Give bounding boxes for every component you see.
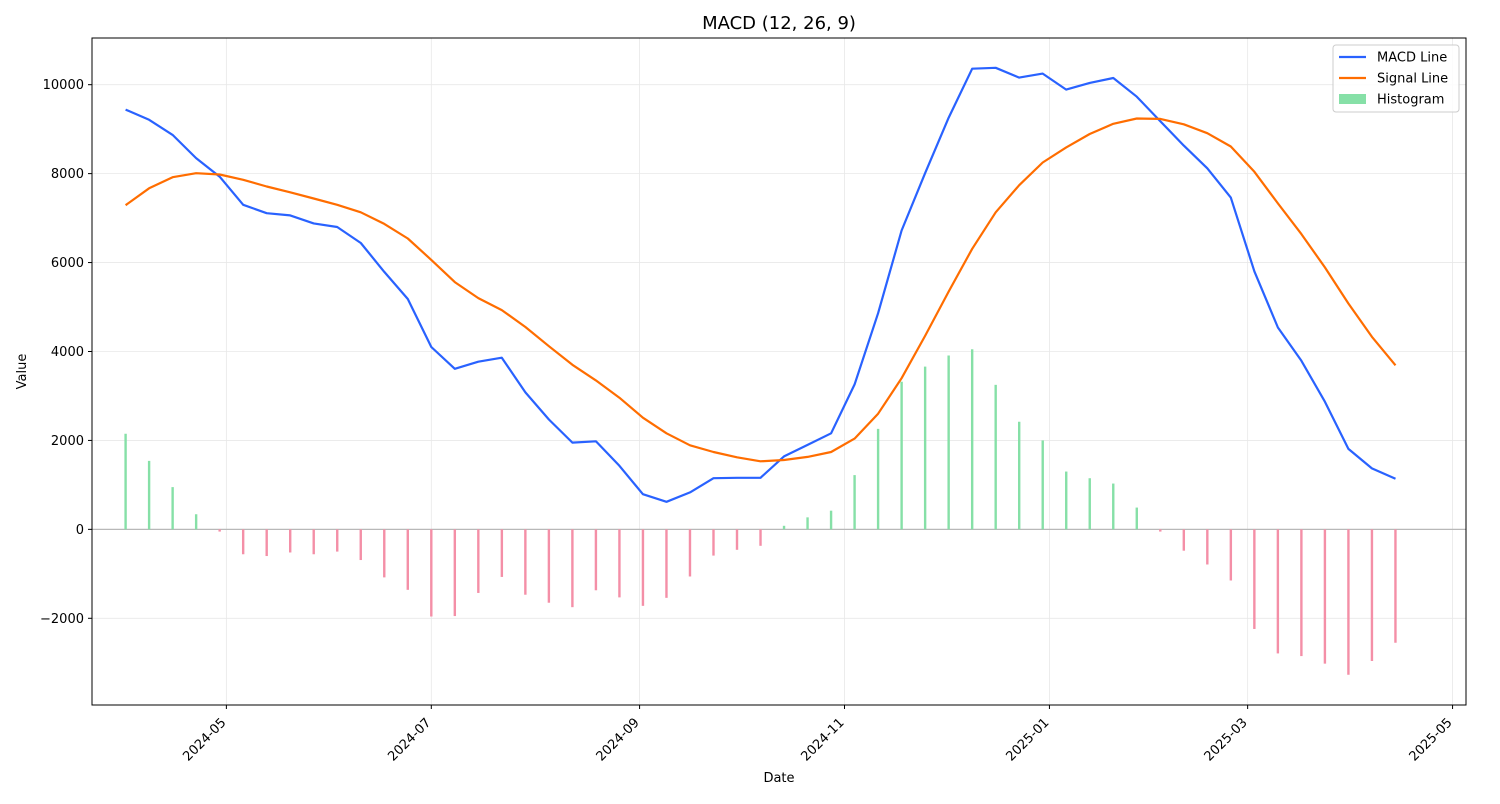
y-tick-label: 0: [76, 523, 84, 538]
histogram-bar: [1370, 529, 1374, 661]
legend-swatch-histogram: [1339, 94, 1366, 104]
histogram-bar: [876, 428, 880, 530]
histogram-bar: [383, 529, 386, 578]
histogram-bar: [312, 529, 315, 555]
series-lines: [124, 66, 1397, 503]
x-tick-label: 2025-01: [1003, 715, 1052, 764]
y-tick-label: 4000: [51, 345, 84, 360]
histogram-bar: [547, 529, 551, 603]
histogram-bar: [1041, 440, 1044, 530]
histogram-bar: [994, 384, 997, 530]
grid: [92, 38, 1466, 705]
legend-label-signal-line: Signal Line: [1377, 72, 1448, 87]
histogram-bar: [782, 525, 786, 530]
histogram-bar: [618, 529, 621, 598]
histogram-bar: [1394, 529, 1397, 643]
histogram-bar: [218, 529, 221, 532]
histogram-bar: [336, 529, 339, 552]
histogram-bar: [641, 529, 645, 606]
histogram-bar: [1065, 471, 1068, 530]
x-axis-label: Date: [763, 771, 794, 786]
x-tick-label: 2025-03: [1202, 715, 1251, 764]
signal-line-series: [124, 117, 1397, 463]
y-tick-label: 8000: [51, 167, 84, 182]
macd-line-series: [125, 66, 1396, 503]
histogram-bar: [430, 529, 433, 617]
axis-ticks: −2000 0 2000 4000 6000 8000 10000 2024-05 2024-0…: [40, 78, 1456, 764]
histogram-bar: [1088, 478, 1091, 530]
chart-title: MACD (12, 26, 9): [702, 13, 856, 34]
histogram-bar: [1112, 483, 1115, 530]
x-tick-label: 2025-05: [1407, 715, 1456, 764]
histogram-bar: [1300, 529, 1303, 657]
histogram-bar: [477, 529, 480, 593]
histogram-bar: [1276, 529, 1280, 654]
histogram-bar: [406, 529, 409, 590]
x-tick-label: 2024-05: [180, 715, 229, 764]
histogram-bar: [1229, 529, 1233, 581]
y-tick-label: 10000: [43, 78, 84, 93]
histogram-bar: [947, 355, 950, 530]
histogram-bar: [829, 510, 833, 530]
y-tick-label: 6000: [51, 256, 84, 271]
histogram-bar: [712, 529, 715, 556]
histogram-bar: [1323, 529, 1327, 664]
histogram-bar: [923, 366, 927, 530]
x-tick-label: 2024-09: [594, 715, 643, 764]
y-axis-label: Value: [15, 354, 30, 390]
histogram-bar: [806, 517, 809, 530]
histogram-bar: [970, 349, 974, 530]
histogram-bar: [1159, 529, 1162, 532]
legend-label-histogram: Histogram: [1377, 93, 1444, 108]
histogram-bar: [735, 529, 739, 550]
x-tick-label: 2024-07: [385, 715, 434, 764]
histogram-bar: [665, 529, 668, 598]
x-tick-label: 2024-11: [799, 715, 848, 764]
histogram-bar: [1253, 529, 1256, 629]
plot-frame: [91, 37, 1467, 706]
histogram-bar: [900, 381, 903, 530]
histogram-bar: [1135, 507, 1138, 530]
histogram-bar: [194, 514, 198, 530]
histogram-bar: [241, 529, 245, 555]
histogram-bar: [453, 529, 457, 617]
legend: MACD Line Signal Line Histogram: [1332, 44, 1460, 113]
y-tick-label: −2000: [40, 612, 84, 627]
histogram-bar: [171, 487, 174, 530]
y-tick-label: 2000: [51, 434, 84, 449]
histogram-bar: [359, 529, 362, 561]
histogram-bar: [571, 529, 574, 608]
histogram-bar: [594, 529, 598, 591]
histogram-bar: [1017, 421, 1021, 530]
histogram-bar: [1182, 529, 1186, 551]
histogram-bar: [759, 529, 762, 546]
histogram-bar: [124, 433, 127, 530]
histogram-bar: [688, 529, 692, 577]
histogram-bar: [1206, 529, 1209, 565]
histogram-bar: [853, 475, 856, 530]
histogram-bar: [1347, 529, 1350, 675]
legend-label-macd-line: MACD Line: [1377, 51, 1447, 66]
histogram-bar: [500, 529, 504, 577]
histogram-bar: [265, 529, 268, 557]
histogram-bar: [289, 529, 292, 553]
histogram-bar: [524, 529, 527, 595]
histogram-bar: [147, 460, 151, 530]
histogram-bars: [124, 349, 1397, 675]
